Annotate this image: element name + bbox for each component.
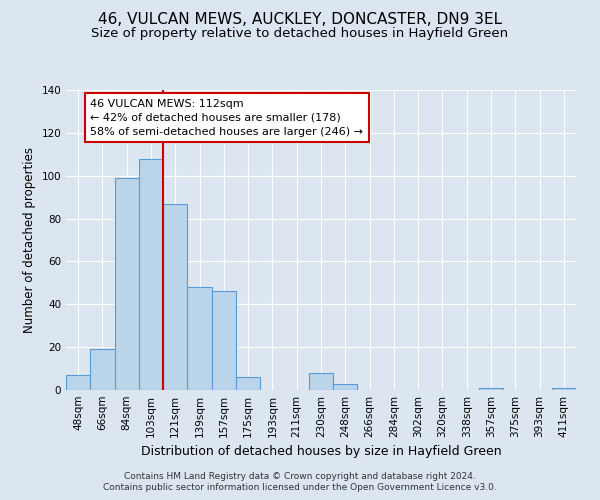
- Text: Contains public sector information licensed under the Open Government Licence v3: Contains public sector information licen…: [103, 484, 497, 492]
- Text: 46 VULCAN MEWS: 112sqm
← 42% of detached houses are smaller (178)
58% of semi-de: 46 VULCAN MEWS: 112sqm ← 42% of detached…: [90, 98, 363, 136]
- Bar: [309, 373, 333, 390]
- Bar: [66, 375, 90, 390]
- Bar: [163, 204, 187, 390]
- Bar: [552, 388, 576, 390]
- Bar: [115, 178, 139, 390]
- Bar: [479, 388, 503, 390]
- Bar: [187, 287, 212, 390]
- Text: 46, VULCAN MEWS, AUCKLEY, DONCASTER, DN9 3EL: 46, VULCAN MEWS, AUCKLEY, DONCASTER, DN9…: [98, 12, 502, 28]
- X-axis label: Distribution of detached houses by size in Hayfield Green: Distribution of detached houses by size …: [140, 446, 502, 458]
- Text: Contains HM Land Registry data © Crown copyright and database right 2024.: Contains HM Land Registry data © Crown c…: [124, 472, 476, 481]
- Bar: [139, 158, 163, 390]
- Bar: [212, 292, 236, 390]
- Bar: [236, 377, 260, 390]
- Bar: [90, 350, 115, 390]
- Y-axis label: Number of detached properties: Number of detached properties: [23, 147, 36, 333]
- Bar: [333, 384, 358, 390]
- Text: Size of property relative to detached houses in Hayfield Green: Size of property relative to detached ho…: [91, 28, 509, 40]
